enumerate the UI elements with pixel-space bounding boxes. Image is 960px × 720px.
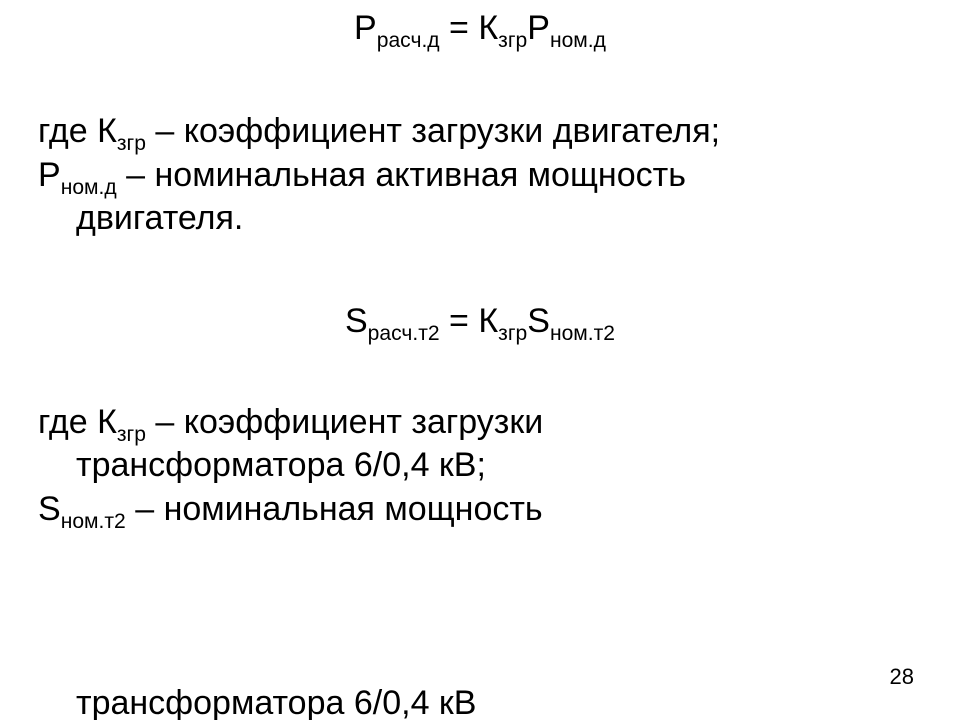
d2-l1-pre: где К [38, 403, 117, 441]
d1-line2: Рном.д – номинальная активная мощность [38, 154, 930, 198]
slide: Ррасч.д = КзгрРном.д где Кзгр – коэффици… [0, 0, 960, 720]
f2-base2: К [478, 302, 498, 340]
f1-sub1: расч.д [377, 29, 440, 52]
d2-line4-clipped: трансформатора 6/0,4 кВ [30, 682, 930, 720]
f1-base3: Р [527, 9, 550, 47]
description-2: где Кзгр – коэффициент загрузки трансфор… [30, 401, 930, 532]
d1-line1: где Кзгр – коэффициент загрузки двигател… [38, 110, 930, 154]
f1-eq: = [440, 9, 479, 47]
f2-sub3: ном.т2 [550, 322, 615, 345]
d2-line2: трансформатора 6/0,4 кВ; [38, 444, 930, 488]
d2-l1-post: – коэффициент загрузки [146, 403, 543, 441]
d1-l1-pre: где К [38, 112, 117, 150]
d2-line1: где Кзгр – коэффициент загрузки [38, 401, 930, 445]
d1-l2-sub: ном.д [61, 176, 117, 199]
f1-sub2: згр [498, 29, 527, 52]
f1-base2: К [478, 9, 498, 47]
formula-1: Ррасч.д = КзгрРном.д [30, 0, 930, 50]
d2-l3-pre: S [38, 490, 61, 528]
f1-base1: Р [354, 9, 377, 47]
f2-sub2: згр [498, 322, 527, 345]
page-number: 28 [890, 664, 914, 690]
f2-eq: = [440, 302, 479, 340]
d2-line3: Sном.т2 – номинальная мощность [38, 488, 930, 532]
f2-base1: S [345, 302, 368, 340]
d1-l2-post: – номинальная активная мощность [117, 156, 686, 194]
d1-l2-pre: Р [38, 156, 61, 194]
f2-base3: S [527, 302, 550, 340]
d2-l1-sub: згр [117, 423, 146, 446]
d1-l1-sub: згр [117, 132, 146, 155]
f2-sub1: расч.т2 [368, 322, 440, 345]
d1-line3: двигателя. [38, 197, 930, 241]
d2-l3-sub: ном.т2 [61, 510, 126, 533]
description-1: где Кзгр – коэффициент загрузки двигател… [30, 110, 930, 241]
formula-2: Sрасч.т2 = КзгрSном.т2 [30, 299, 930, 343]
d1-l1-post: – коэффициент загрузки двигателя; [146, 112, 720, 150]
f1-sub3: ном.д [550, 29, 606, 52]
d2-l3-post: – номинальная мощность [126, 490, 543, 528]
